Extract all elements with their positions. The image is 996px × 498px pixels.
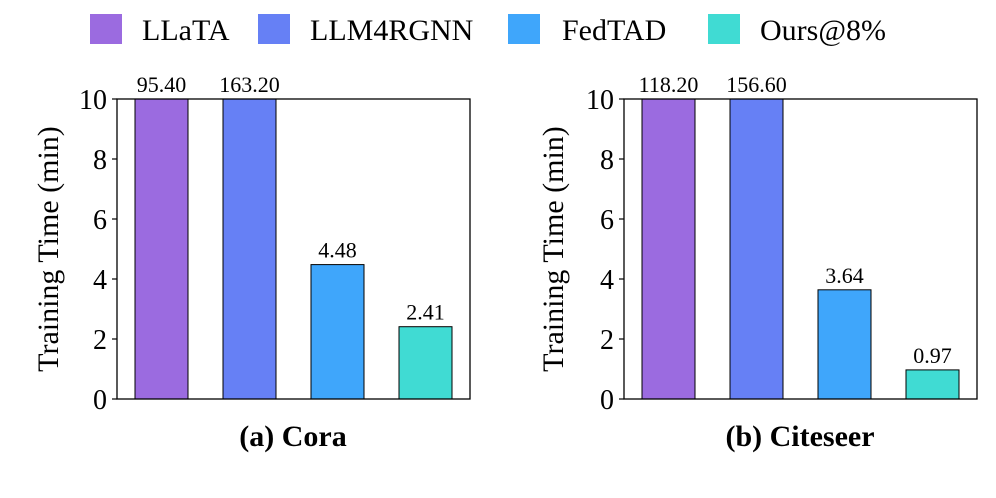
legend-swatch-llm4rgnn <box>258 14 290 44</box>
value-label-llm4rgnn: 156.60 <box>726 72 787 97</box>
y-tick-label: 6 <box>93 205 107 236</box>
bar-llm4rgnn <box>729 98 784 400</box>
chart-panel-cora: Training Time (min) 0 2 4 6 8 10 95.40 163.20 4… <box>32 72 471 453</box>
bar-fedtad <box>817 289 872 400</box>
legend-label-llata: LLaTA <box>142 14 230 47</box>
y-tick-label: 10 <box>79 85 107 116</box>
legend: LLaTA LLM4RGNN FedTAD Ours@8% <box>90 14 886 47</box>
bar-llata <box>134 98 189 400</box>
y-tick-label: 2 <box>600 325 614 356</box>
value-labels: 95.40 163.20 4.48 2.41 <box>137 72 445 325</box>
y-tick-label: 10 <box>586 85 614 116</box>
value-label-fedtad: 4.48 <box>318 238 357 263</box>
bar-llm4rgnn <box>222 98 277 400</box>
legend-swatch-fedtad <box>508 14 540 44</box>
value-label-ours-8: 2.41 <box>406 300 445 325</box>
plot-frame <box>116 98 471 400</box>
y-tick-labels: 0 2 4 6 8 10 <box>586 85 624 416</box>
legend-swatch-ours <box>708 14 740 44</box>
value-label-llata: 118.20 <box>639 72 699 97</box>
y-tick-label: 4 <box>600 265 614 296</box>
value-label-fedtad: 3.64 <box>825 263 864 288</box>
y-tick-label: 8 <box>600 145 614 176</box>
legend-swatch-llata <box>90 14 122 44</box>
y-axis-label: Training Time (min) <box>32 126 65 372</box>
bar-fedtad <box>310 264 365 400</box>
bars <box>134 98 453 400</box>
legend-label-llm4rgnn: LLM4RGNN <box>310 14 473 47</box>
y-tick-label: 0 <box>93 385 107 416</box>
y-tick-labels: 0 2 4 6 8 10 <box>79 85 117 416</box>
legend-label-fedtad: FedTAD <box>562 14 666 47</box>
legend-label-ours: Ours@8% <box>760 14 886 47</box>
value-label-llata: 95.40 <box>137 72 187 97</box>
chart-panel-citeseer: Training Time (min) 0 2 4 6 8 10 118.20 156.60… <box>537 72 978 453</box>
bar-llata <box>641 98 696 400</box>
value-labels: 118.20 156.60 3.64 0.97 <box>639 72 952 368</box>
value-label-llm4rgnn: 163.20 <box>219 72 280 97</box>
y-axis-label: Training Time (min) <box>537 126 570 372</box>
panel-caption: (a) Cora <box>239 420 346 453</box>
y-tick-label: 2 <box>93 325 107 356</box>
y-tick-label: 0 <box>600 385 614 416</box>
y-tick-label: 4 <box>93 265 107 296</box>
value-label-ours-8: 0.97 <box>913 343 952 368</box>
panel-caption: (b) Citeseer <box>725 420 874 453</box>
bar-ours-8 <box>905 369 960 400</box>
plot-frame <box>623 98 978 400</box>
bar-ours-8 <box>398 326 453 400</box>
bars <box>641 98 960 400</box>
y-tick-label: 8 <box>93 145 107 176</box>
y-tick-label: 6 <box>600 205 614 236</box>
